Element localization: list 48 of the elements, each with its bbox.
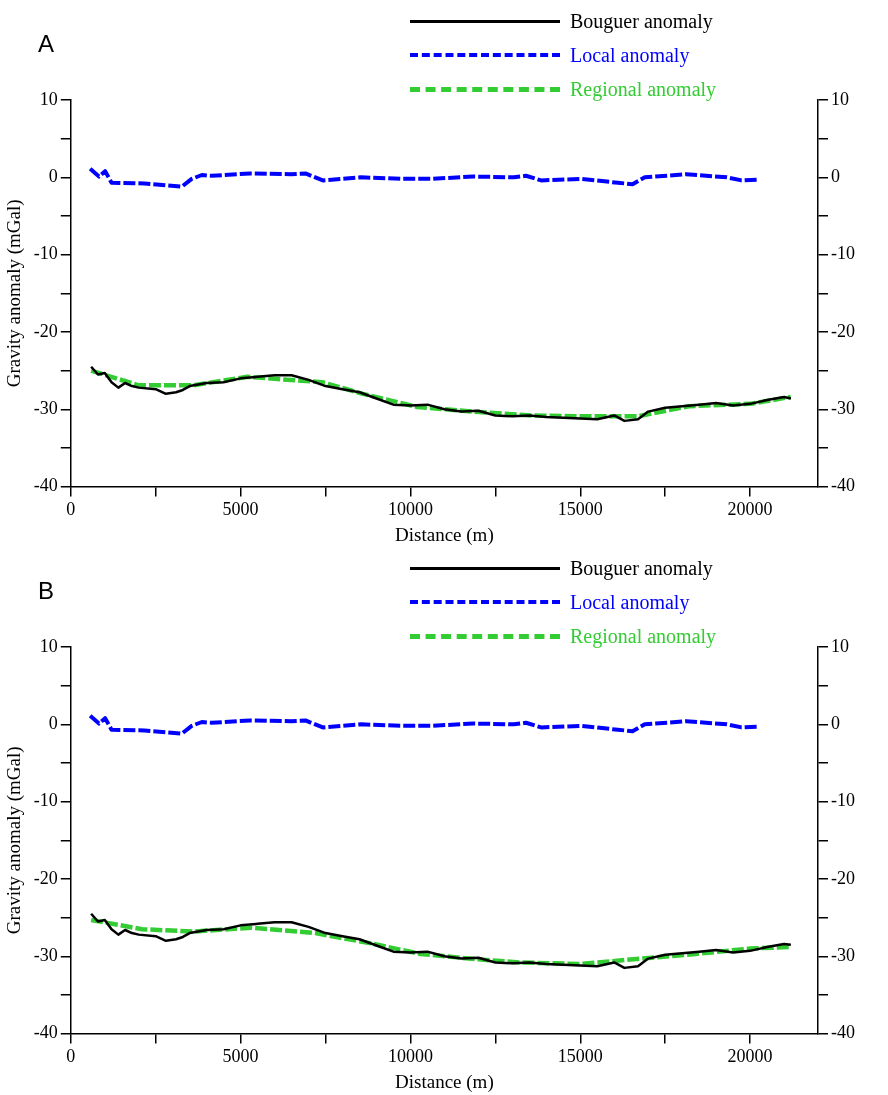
y2-tick-label: -40 <box>831 475 856 496</box>
y2-tick-label: -10 <box>831 790 856 811</box>
y-tick-label: -10 <box>33 790 58 811</box>
y-tick-label: -10 <box>33 243 58 264</box>
x-axis-title: Distance (m) <box>395 523 494 546</box>
x-tick-label: 10000 <box>387 499 433 520</box>
y2-tick-label: -20 <box>831 320 856 341</box>
y2-tick-label: -30 <box>831 945 856 966</box>
y-tick-label: -30 <box>33 945 58 966</box>
x-tick-label: 15000 <box>557 1046 603 1067</box>
y-tick-label: 10 <box>39 88 58 109</box>
y2-tick-label: 0 <box>831 166 841 187</box>
y2-tick-label: 10 <box>831 88 850 109</box>
text: Regional anomaly <box>570 624 717 648</box>
y2-tick-label: -10 <box>831 243 856 264</box>
y-tick-label: -30 <box>33 398 58 419</box>
x-axis-title: Distance (m) <box>395 1070 494 1093</box>
x-tick-label: 15000 <box>557 499 603 520</box>
x-tick-label: 0 <box>66 499 76 520</box>
line-series <box>88 713 759 736</box>
y2-tick-label: 0 <box>831 713 841 734</box>
y2-tick-label: -40 <box>831 1022 856 1043</box>
chart-title: A <box>38 30 55 58</box>
y-tick-label: 0 <box>48 166 58 187</box>
y-tick-label: 10 <box>39 635 58 656</box>
y-tick-label: -40 <box>33 1022 58 1043</box>
y2-tick-label: 10 <box>831 635 850 656</box>
y2-tick-label: -30 <box>831 398 856 419</box>
y-tick-label: -40 <box>33 475 58 496</box>
x-tick-label: 20000 <box>727 499 773 520</box>
y2-tick-label: -20 <box>831 867 856 888</box>
y-tick-label: 0 <box>48 713 58 734</box>
y-tick-label: -20 <box>33 320 58 341</box>
y-tick-label: -20 <box>33 867 58 888</box>
text: Bouguer anomaly <box>570 556 713 580</box>
text: Bouguer anomaly <box>570 9 713 33</box>
x-tick-label: 0 <box>66 1046 76 1067</box>
y-axis-title: Gravity anomaly (mGal) <box>3 199 26 388</box>
chart-title: B <box>38 577 55 605</box>
line-series <box>88 166 759 189</box>
x-tick-label: 5000 <box>222 499 259 520</box>
y-axis-title: Gravity anomaly (mGal) <box>3 746 26 935</box>
x-tick-label: 5000 <box>222 1046 259 1067</box>
text: Regional anomaly <box>570 77 717 101</box>
x-tick-label: 20000 <box>727 1046 773 1067</box>
text: Local anomaly <box>570 590 690 614</box>
text: Local anomaly <box>570 43 690 67</box>
x-tick-label: 10000 <box>387 1046 433 1067</box>
